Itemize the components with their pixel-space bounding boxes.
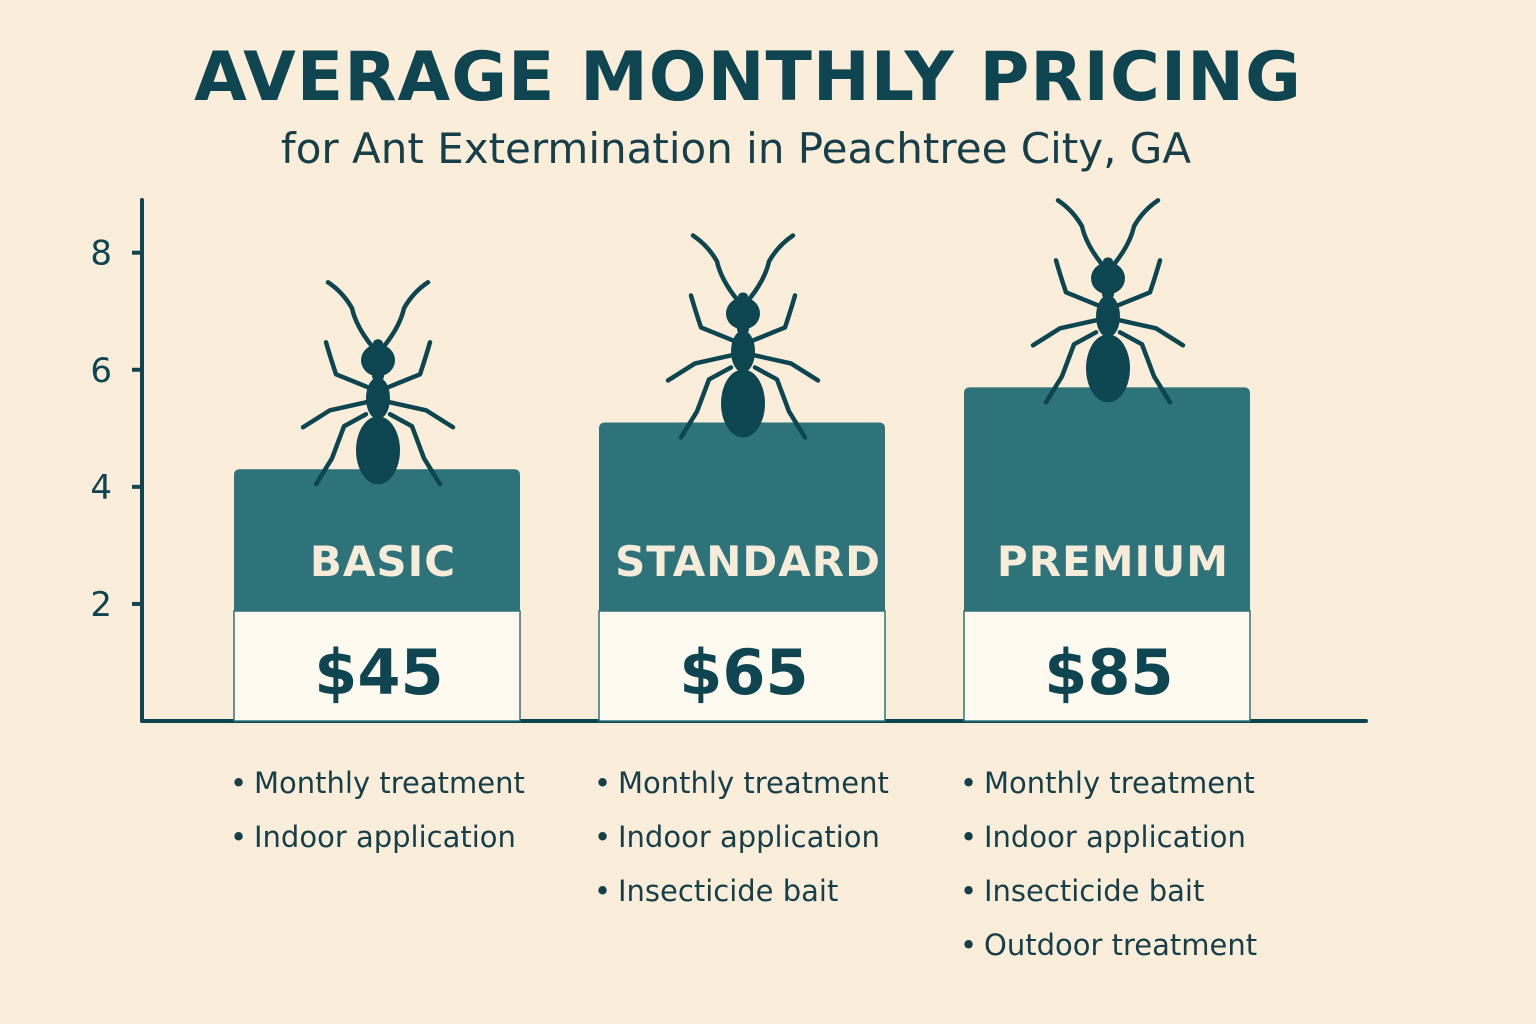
bar-price-label: $65 — [679, 636, 808, 709]
feature-item: Indoor application — [594, 810, 889, 864]
y-tick-label: 6 — [90, 351, 112, 391]
feature-item: Outdoor treatment — [960, 918, 1257, 972]
bar-price-label: $45 — [314, 636, 443, 709]
y-tick-label: 4 — [90, 468, 112, 508]
feature-list-standard: Monthly treatment Indoor application Ins… — [594, 756, 889, 918]
price-card — [963, 610, 1251, 722]
bar-group-premium: PREMIUM $85 — [963, 200, 1251, 722]
feature-item: Monthly treatment — [230, 756, 525, 810]
feature-item: Monthly treatment — [960, 756, 1257, 810]
feature-item: Indoor application — [960, 810, 1257, 864]
bar-category-label: STANDARD — [615, 537, 881, 586]
bar-price-label: $85 — [1044, 636, 1173, 709]
feature-item: Insecticide bait — [960, 864, 1257, 918]
price-card — [233, 610, 521, 722]
ant-icon — [1033, 200, 1183, 402]
feature-item: Insecticide bait — [594, 864, 889, 918]
chart-subtitle: for Ant Extermination in Peachtree City,… — [280, 124, 1192, 173]
bar — [234, 469, 520, 611]
bar-category-label: BASIC — [310, 537, 456, 586]
price-card — [598, 610, 886, 722]
ant-icon — [668, 235, 818, 437]
chart-title: AVERAGE MONTHLY PRICING — [194, 38, 1302, 117]
bar-group-basic: BASIC $45 — [233, 282, 521, 722]
ant-icon — [303, 282, 453, 484]
feature-list-premium: Monthly treatment Indoor application Ins… — [960, 756, 1257, 972]
bar-group-standard: STANDARD $65 — [598, 235, 886, 722]
feature-item: Monthly treatment — [594, 756, 889, 810]
feature-list-basic: Monthly treatment Indoor application — [230, 756, 525, 864]
feature-item: Indoor application — [230, 810, 525, 864]
bar — [964, 387, 1250, 611]
y-tick-label: 8 — [90, 234, 112, 274]
y-tick-label: 2 — [90, 585, 112, 625]
bar-category-label: PREMIUM — [997, 537, 1229, 586]
bar — [599, 422, 885, 611]
